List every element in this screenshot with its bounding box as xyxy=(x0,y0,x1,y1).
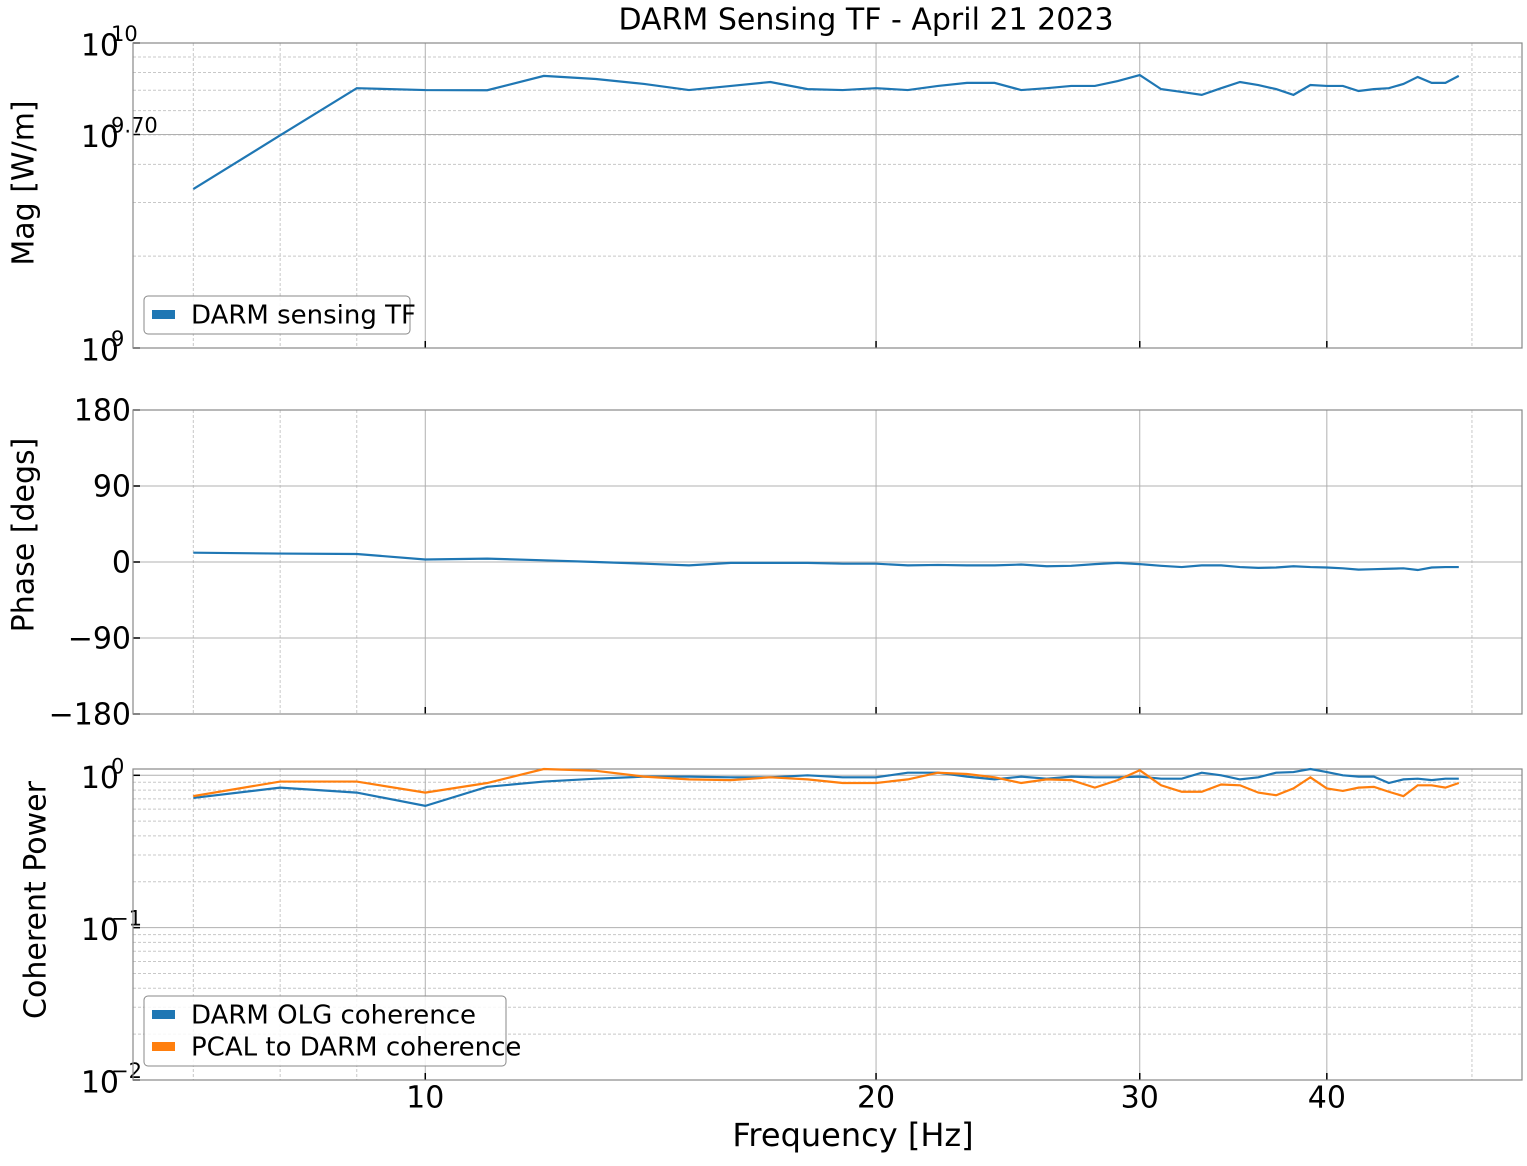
y-tick-label: −180 xyxy=(49,698,131,733)
plot-frame xyxy=(132,409,1523,715)
x-tick-label: 20 xyxy=(857,1081,895,1116)
y-tick-label: −90 xyxy=(68,622,131,657)
y-tick-label: 10 xyxy=(81,761,119,796)
y-tick-exponent: 9 xyxy=(111,327,124,351)
y-tick-label: 10 xyxy=(81,29,119,64)
y-tick-exponent: 10 xyxy=(111,22,138,46)
legend-swatch xyxy=(152,310,175,319)
series-line xyxy=(193,767,1460,798)
y-axis-label: Phase [degs] xyxy=(7,438,42,633)
legend-box xyxy=(143,995,507,1067)
series-line xyxy=(192,73,1460,190)
x-tick-label: 40 xyxy=(1308,1081,1346,1116)
y-tick-label: 10 xyxy=(81,1066,119,1101)
y-tick-label: 10 xyxy=(81,120,119,155)
legend-swatch xyxy=(152,1042,175,1051)
y-tick-label: 0 xyxy=(112,546,131,581)
x-axis-label: Frequency [Hz] xyxy=(732,1116,973,1154)
plot-frame xyxy=(132,42,1523,349)
y-tick-exponent: −2 xyxy=(111,1059,142,1083)
series-line xyxy=(193,551,1459,572)
plot-frame xyxy=(132,768,1523,1081)
y-tick-exponent: 9.70 xyxy=(111,114,158,138)
x-tick-label: 10 xyxy=(406,1081,444,1116)
y-tick-exponent: 0 xyxy=(111,754,124,778)
y-tick-label: 90 xyxy=(93,470,131,505)
legend-label: DARM sensing TF xyxy=(191,301,416,331)
y-axis-label: Mag [W/m] xyxy=(7,100,42,265)
y-tick-label: 10 xyxy=(81,913,119,948)
y-tick-label: 10 xyxy=(81,334,119,369)
y-tick-exponent: −1 xyxy=(111,907,142,931)
legend-swatch xyxy=(152,1010,175,1019)
chart-title: DARM Sensing TF - April 21 2023 xyxy=(618,3,1113,38)
y-tick-label: 180 xyxy=(74,394,131,429)
legend-label: PCAL to DARM coherence xyxy=(191,1033,521,1063)
legend-box xyxy=(143,295,411,335)
y-axis-label: Coherent Power xyxy=(19,780,54,1019)
legend-label: DARM OLG coherence xyxy=(191,1001,476,1031)
x-tick-label: 30 xyxy=(1121,1081,1159,1116)
